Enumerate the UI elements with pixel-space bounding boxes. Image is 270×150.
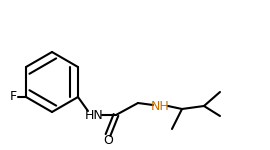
Text: F: F (9, 90, 16, 104)
Text: NH: NH (151, 99, 169, 112)
Text: O: O (103, 134, 113, 147)
Text: HN: HN (85, 108, 103, 122)
